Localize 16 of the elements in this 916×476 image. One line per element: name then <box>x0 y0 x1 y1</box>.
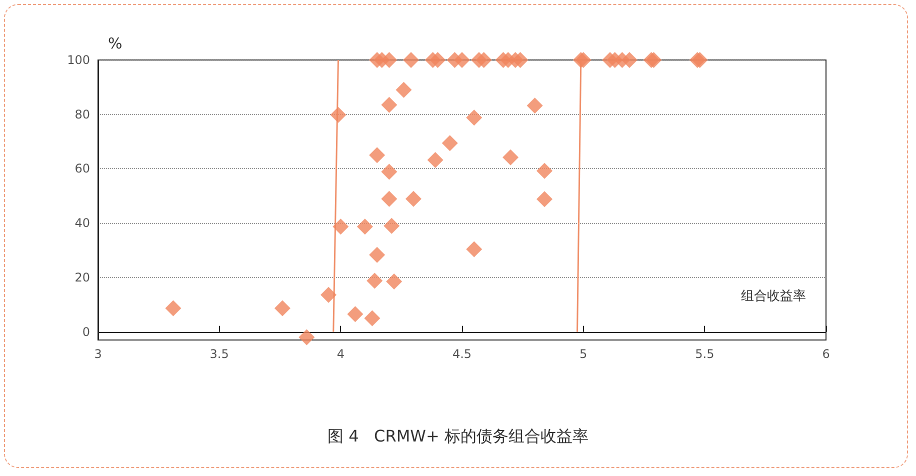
y-tick-label: 0 <box>82 324 90 339</box>
text: 图 4 CRMW+ 标的债务组合收益率 <box>328 426 588 446</box>
y-tick-label: 20 <box>74 270 90 284</box>
y-tick-label: 60 <box>74 162 90 176</box>
y-axis-title: % <box>108 34 122 52</box>
x-tick-label: 3.5 <box>210 347 229 361</box>
x-axis-title: 组合收益率 <box>741 288 806 304</box>
x-tick-label: 6 <box>822 347 830 361</box>
x-tick-label: 5 <box>580 347 588 361</box>
x-tick-label: 4.5 <box>452 347 472 361</box>
y-tick-label: 100 <box>67 53 90 67</box>
x-tick-label: 3 <box>94 347 102 361</box>
x-tick-label: 4 <box>336 347 344 361</box>
y-tick-label: 40 <box>74 216 90 230</box>
x-tick-label: 5.5 <box>695 347 714 361</box>
y-tick-label: 80 <box>74 107 90 122</box>
